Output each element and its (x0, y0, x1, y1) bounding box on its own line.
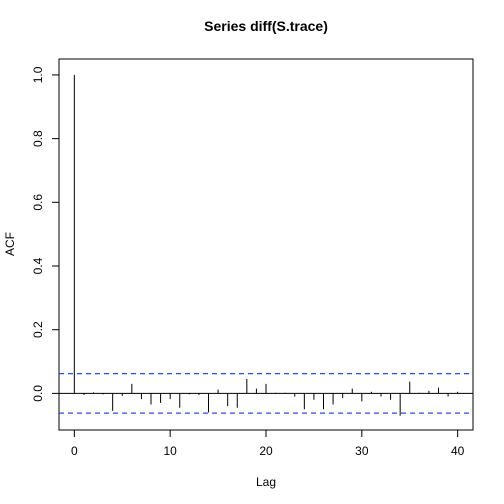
x-tick-label: 20 (259, 444, 273, 458)
x-axis-label: Lag (256, 475, 276, 489)
y-axis-label: ACF (3, 232, 17, 256)
x-tick-label: 0 (71, 444, 78, 458)
y-tick-label: 1.0 (31, 66, 45, 83)
y-tick-label: 0.4 (31, 257, 45, 274)
y-tick-label: 0.6 (31, 194, 45, 211)
x-tick-label: 30 (355, 444, 369, 458)
x-tick-label: 10 (163, 444, 177, 458)
y-tick-label: 0.2 (31, 321, 45, 338)
plot-frame (58, 58, 474, 431)
y-tick-label: 0.8 (31, 130, 45, 147)
x-tick-label: 40 (451, 444, 465, 458)
y-tick-label: 0.0 (31, 385, 45, 402)
chart-title: Series diff(S.trace) (204, 18, 328, 34)
